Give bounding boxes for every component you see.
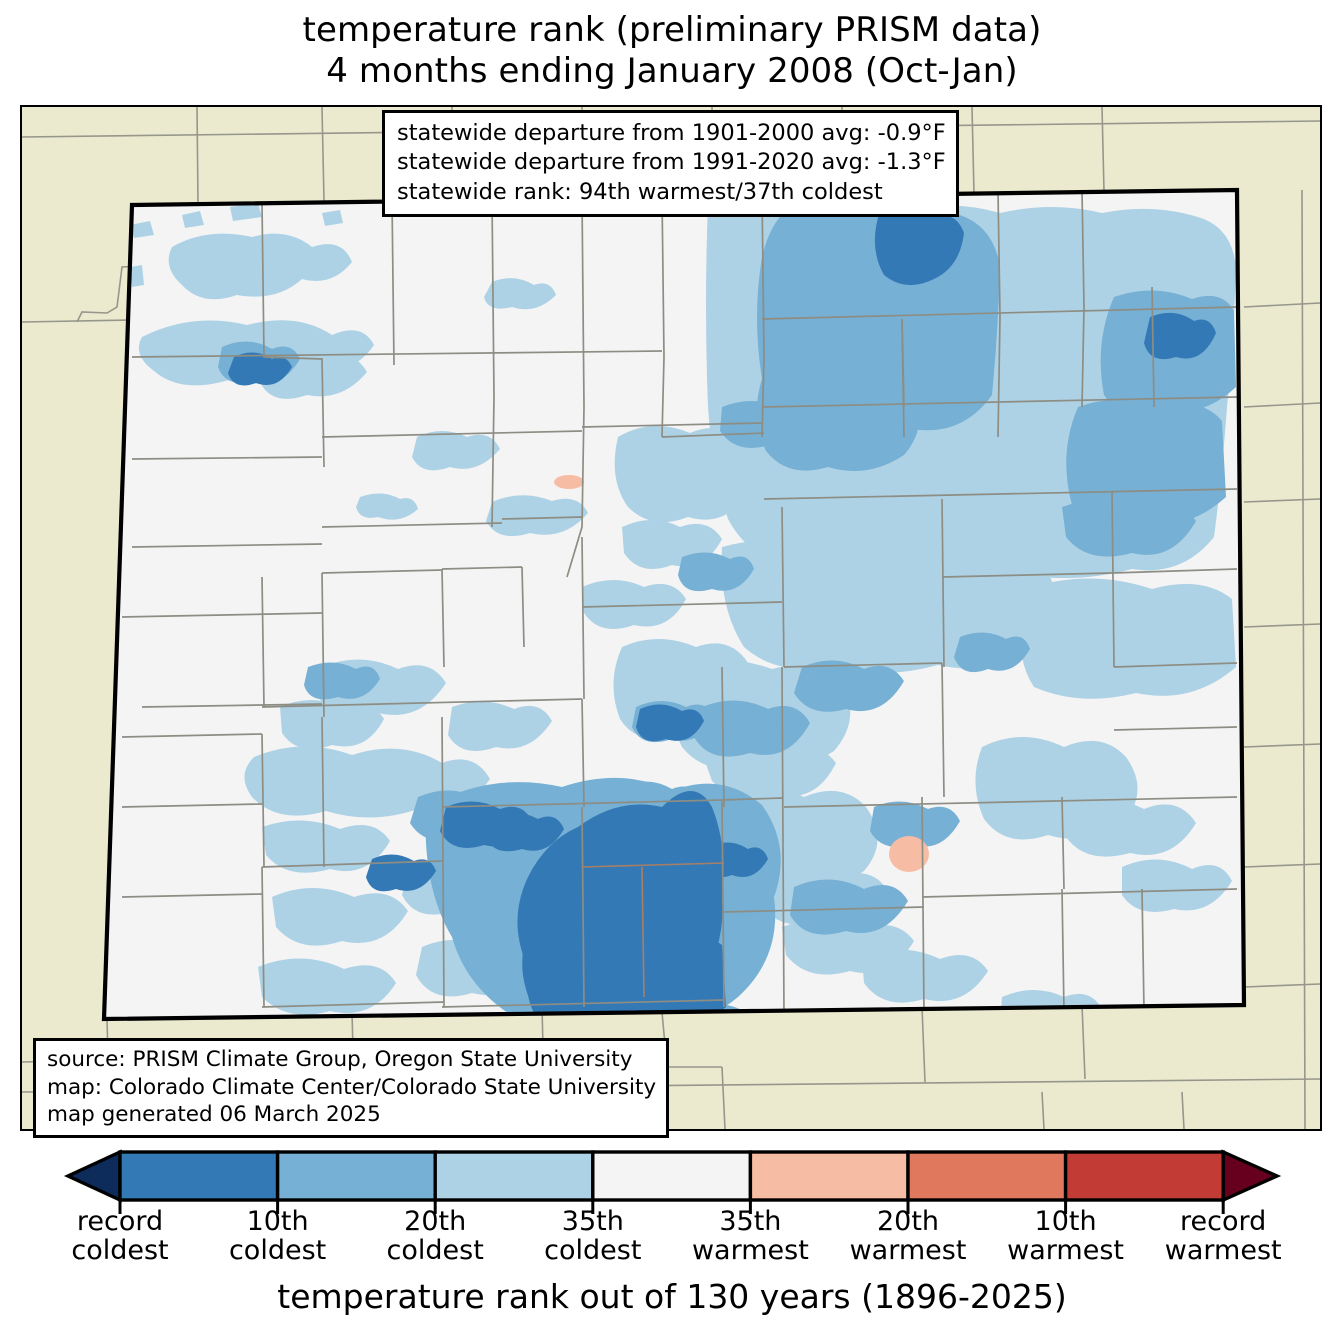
colorbar-cap-record-warmest [1221,1149,1282,1203]
colorbar-label-record-warmest: record warmest [1164,1206,1282,1266]
colorbar-label-35th-warmest: 35th warmest [691,1206,809,1266]
colorbar-label-20th-warmest: 20th warmest [849,1206,967,1266]
colorbar-cap-record-coldest [63,1149,122,1203]
statewide-summary-box: statewide departure from 1901-2000 avg: … [382,110,959,217]
colorbar [0,1146,1344,1216]
map-graphic [22,107,1320,1129]
colorbar-band-4 [591,1150,753,1202]
colorbar-band-2 [275,1150,437,1202]
statewide-rank: statewide rank: 94th warmest/37th coldes… [397,178,883,205]
colorbar-band-7 [1063,1150,1225,1202]
departure-1991-2020: statewide departure from 1991-2020 avg: … [397,149,946,176]
map-generated-line: map generated 06 March 2025 [47,1102,381,1128]
colorbar-ticks [118,1200,1225,1214]
colorbar-tick-labels: record coldest 10th coldest 20th coldest… [0,1206,1344,1270]
colorbar-band-6 [906,1150,1068,1202]
colorbar-label-10th-coldest: 10th coldest [228,1206,327,1266]
colorbar-label-10th-warmest: 10th warmest [1007,1206,1125,1266]
title-line-1: temperature rank (preliminary PRISM data… [302,10,1042,50]
source-attribution-box: source: PRISM Climate Group, Oregon Stat… [33,1038,670,1138]
colorbar-graphic [63,1149,1282,1214]
colorbar-band-3 [433,1150,595,1202]
colorado-temperature-rank-map [20,105,1322,1131]
colorbar-caption: temperature rank out of 130 years (1896-… [277,1277,1067,1316]
colorbar-band-1 [118,1150,280,1202]
page-title: temperature rank (preliminary PRISM data… [0,10,1344,93]
title-line-2: 4 months ending January 2008 (Oct-Jan) [326,51,1018,92]
colorbar-band-5 [748,1150,910,1202]
colorbar-label-record-coldest: record coldest [71,1206,169,1266]
colorbar-label-35th-coldest: 35th coldest [544,1206,642,1266]
source-line: source: PRISM Climate Group, Oregon Stat… [47,1047,633,1072]
colorbar-label-20th-coldest: 20th coldest [386,1206,484,1266]
map-credit-line: map: Colorado Climate Center/Colorado St… [47,1074,657,1100]
departure-1901-2000: statewide departure from 1901-2000 avg: … [397,120,946,146]
